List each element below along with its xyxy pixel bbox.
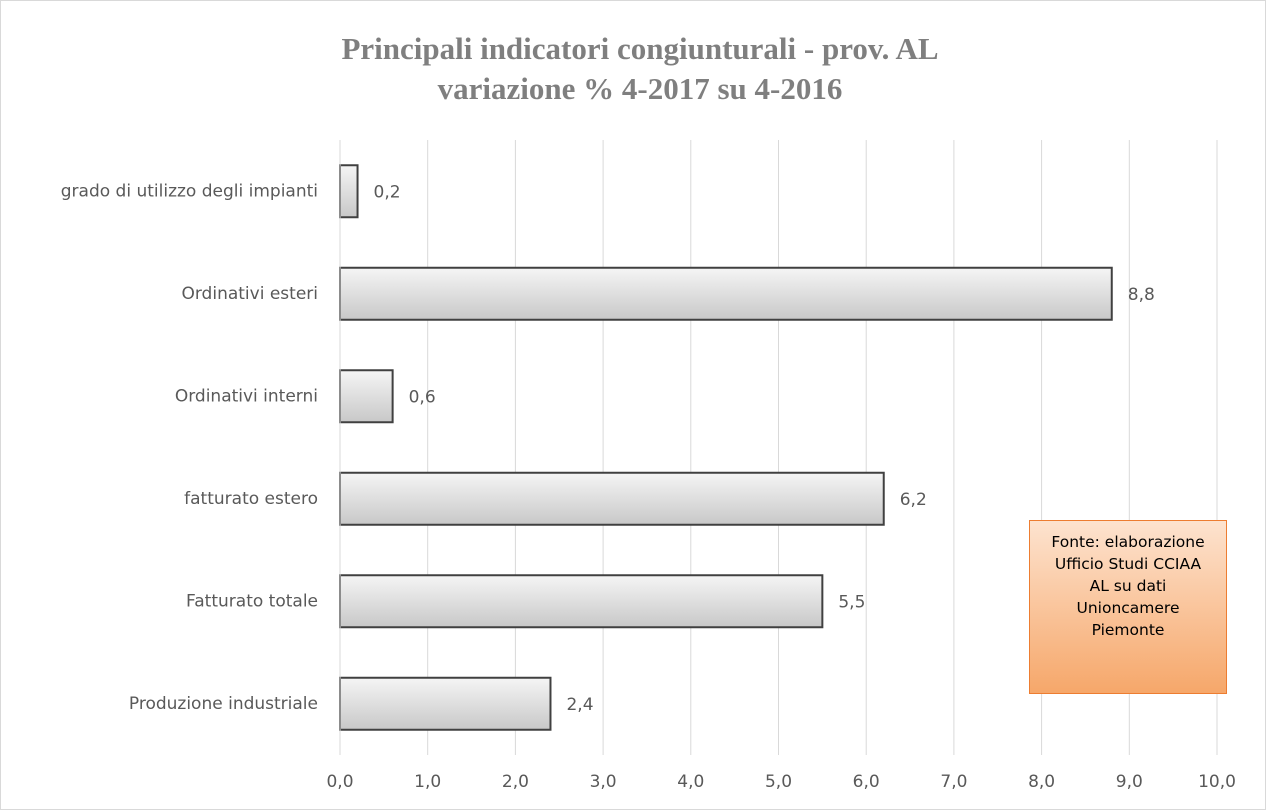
y-tick-label: Ordinativi esteri [181, 284, 318, 304]
y-tick-label: Ordinativi interni [175, 386, 318, 406]
x-tick-label: 0,0 [326, 772, 353, 792]
x-tick-label: 2,0 [502, 772, 529, 792]
x-tick-label: 7,0 [940, 772, 967, 792]
bar [339, 164, 359, 219]
y-tick-label: Fatturato totale [186, 591, 318, 611]
bar [339, 676, 552, 731]
x-tick-label: 4,0 [677, 772, 704, 792]
y-tick-label: fatturato estero [184, 489, 318, 509]
chart-title: Principali indicatori congiunturali - pr… [341, 31, 938, 66]
data-label: 0,6 [409, 387, 436, 407]
bar [339, 471, 885, 526]
bar [339, 266, 1113, 321]
bar [339, 574, 824, 629]
data-label: 2,4 [566, 695, 593, 715]
x-tick-label: 3,0 [590, 772, 617, 792]
y-tick-label: Produzione industriale [129, 694, 318, 714]
x-tick-label: 10,0 [1198, 772, 1236, 792]
bar [339, 369, 394, 424]
x-tick-label: 1,0 [414, 772, 441, 792]
x-tick-label: 8,0 [1028, 772, 1055, 792]
data-label: 5,5 [838, 592, 865, 612]
data-label: 8,8 [1128, 285, 1155, 305]
x-tick-label: 9,0 [1116, 772, 1143, 792]
data-label: 0,2 [374, 182, 401, 202]
x-tick-label: 6,0 [853, 772, 880, 792]
chart-subtitle: variazione % 4-2017 su 4-2016 [438, 71, 843, 106]
x-tick-label: 5,0 [765, 772, 792, 792]
data-label: 6,2 [900, 490, 927, 510]
source-note: Fonte: elaborazione Ufficio Studi CCIAA … [1029, 520, 1227, 694]
y-tick-label: grado di utilizzo degli impianti [61, 181, 318, 201]
